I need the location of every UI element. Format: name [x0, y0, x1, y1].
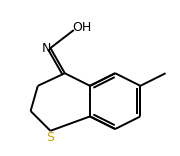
Text: S: S [46, 131, 54, 144]
Text: N: N [42, 41, 51, 55]
Text: OH: OH [72, 21, 91, 34]
